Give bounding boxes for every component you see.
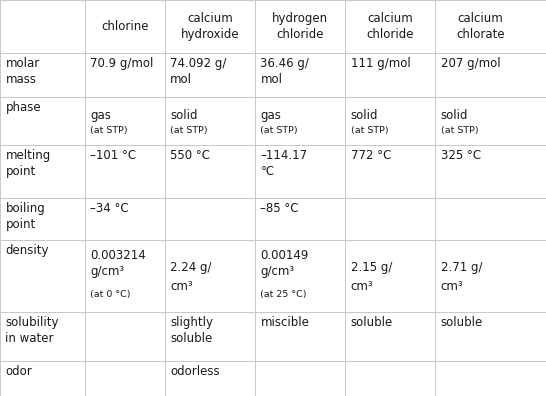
Text: calcium
chlorate: calcium chlorate: [456, 12, 505, 41]
Text: soluble: soluble: [441, 316, 483, 329]
Text: 325 °C: 325 °C: [441, 149, 480, 162]
Text: –34 °C: –34 °C: [90, 202, 129, 215]
Text: –114.17
°C: –114.17 °C: [260, 149, 307, 178]
Text: 2.24 g/: 2.24 g/: [170, 261, 212, 274]
Text: 0.00149: 0.00149: [260, 249, 309, 262]
Text: (at STP): (at STP): [170, 126, 208, 135]
Text: 111 g/mol: 111 g/mol: [351, 57, 410, 70]
Text: soluble: soluble: [351, 316, 393, 329]
Text: solubility
in water: solubility in water: [5, 316, 59, 345]
Text: (at 25 °C): (at 25 °C): [260, 290, 307, 299]
Text: odor: odor: [5, 365, 32, 378]
Text: hydrogen
chloride: hydrogen chloride: [272, 12, 328, 41]
Text: 772 °C: 772 °C: [351, 149, 391, 162]
Text: 36.46 g/
mol: 36.46 g/ mol: [260, 57, 310, 86]
Text: (at 0 °C): (at 0 °C): [90, 290, 130, 299]
Text: 70.9 g/mol: 70.9 g/mol: [90, 57, 153, 70]
Text: melting
point: melting point: [5, 149, 51, 178]
Text: 2.71 g/: 2.71 g/: [441, 261, 482, 274]
Text: gas: gas: [90, 109, 111, 122]
Text: 207 g/mol: 207 g/mol: [441, 57, 500, 70]
Text: cm³: cm³: [441, 280, 463, 293]
Text: g/cm³: g/cm³: [90, 265, 124, 278]
Text: slightly
soluble: slightly soluble: [170, 316, 213, 345]
Text: phase: phase: [5, 101, 41, 114]
Text: (at STP): (at STP): [351, 126, 388, 135]
Text: –85 °C: –85 °C: [260, 202, 299, 215]
Text: calcium
chloride: calcium chloride: [366, 12, 414, 41]
Text: solid: solid: [170, 109, 198, 122]
Text: g/cm³: g/cm³: [260, 265, 295, 278]
Text: molar
mass: molar mass: [5, 57, 40, 86]
Text: odorless: odorless: [170, 365, 220, 378]
Text: 550 °C: 550 °C: [170, 149, 210, 162]
Text: (at STP): (at STP): [260, 126, 298, 135]
Text: 0.003214: 0.003214: [90, 249, 146, 262]
Text: –101 °C: –101 °C: [90, 149, 136, 162]
Text: boiling
point: boiling point: [5, 202, 45, 231]
Text: solid: solid: [441, 109, 468, 122]
Text: 74.092 g/
mol: 74.092 g/ mol: [170, 57, 227, 86]
Text: (at STP): (at STP): [90, 126, 128, 135]
Text: gas: gas: [260, 109, 281, 122]
Text: calcium
hydroxide: calcium hydroxide: [181, 12, 239, 41]
Text: (at STP): (at STP): [441, 126, 478, 135]
Text: density: density: [5, 244, 49, 257]
Text: solid: solid: [351, 109, 378, 122]
Text: miscible: miscible: [260, 316, 310, 329]
Text: cm³: cm³: [170, 280, 193, 293]
Text: cm³: cm³: [351, 280, 373, 293]
Text: chlorine: chlorine: [101, 20, 149, 33]
Text: 2.15 g/: 2.15 g/: [351, 261, 392, 274]
